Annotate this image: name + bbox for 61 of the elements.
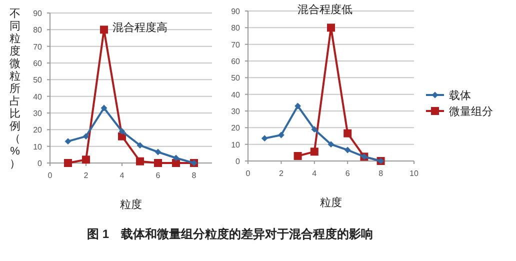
point bbox=[294, 102, 301, 110]
x-tick-label: 2 bbox=[84, 171, 89, 180]
y-tick-label: 20 bbox=[33, 126, 43, 135]
point bbox=[154, 148, 162, 156]
point bbox=[64, 138, 72, 145]
y-tick-label: 20 bbox=[231, 124, 241, 133]
y-tick-label: 80 bbox=[33, 26, 43, 35]
point bbox=[328, 141, 334, 148]
point bbox=[344, 146, 351, 154]
x-tick-label: 4 bbox=[120, 171, 125, 180]
x-tick-label: 0 bbox=[48, 171, 53, 180]
y-tick-label: 10 bbox=[231, 140, 241, 150]
point bbox=[327, 24, 335, 32]
point bbox=[100, 104, 108, 112]
y-tick-label: 40 bbox=[33, 92, 43, 102]
x-tick-label: 6 bbox=[156, 171, 161, 180]
y-tick-label: 80 bbox=[231, 24, 241, 33]
x-axis-title: 粒度 bbox=[120, 198, 142, 211]
point bbox=[311, 126, 318, 133]
point bbox=[100, 26, 108, 34]
point bbox=[294, 152, 302, 160]
x-tick-label: 10 bbox=[410, 169, 419, 178]
point bbox=[310, 148, 318, 156]
y-tick-label: 90 bbox=[231, 7, 241, 16]
y-tick-label: 40 bbox=[231, 90, 241, 100]
caption: 图 1 载体和微量组分粒度的差异对于混合程度的影响 bbox=[86, 227, 374, 241]
point bbox=[82, 156, 90, 164]
point bbox=[136, 142, 144, 149]
point bbox=[344, 129, 352, 138]
y-tick-label: 10 bbox=[33, 142, 43, 152]
y-tick-label: 30 bbox=[33, 109, 43, 118]
x-tick-label: 6 bbox=[345, 169, 350, 178]
point bbox=[82, 133, 90, 140]
legend-label: 载体 bbox=[449, 89, 471, 102]
x-tick-label: 0 bbox=[246, 169, 251, 178]
y-tick-label: 60 bbox=[33, 59, 43, 68]
text: 混合程度高 bbox=[112, 20, 168, 34]
y-tick-label: 0 bbox=[38, 159, 43, 168]
point bbox=[154, 159, 162, 167]
x-tick-label: 4 bbox=[312, 169, 318, 178]
chart-title: 混合程度低 bbox=[298, 2, 352, 16]
y-tick-label: 60 bbox=[231, 57, 241, 66]
y-tick-label: 30 bbox=[231, 107, 241, 116]
text: 不同粒度微粒所占比例（%） bbox=[10, 8, 20, 170]
legend-label: 微量组分 bbox=[449, 106, 493, 118]
point bbox=[278, 132, 284, 138]
x-tick-label: 8 bbox=[378, 169, 384, 178]
y-tick-label: 50 bbox=[231, 74, 241, 83]
point bbox=[172, 154, 180, 162]
x-tick-label: 2 bbox=[278, 169, 284, 178]
y-tick-label: 70 bbox=[231, 40, 241, 50]
y-tick-label: 0 bbox=[236, 157, 241, 166]
point bbox=[136, 157, 144, 166]
point bbox=[261, 135, 268, 142]
x-axis-title: 粒度 bbox=[320, 196, 342, 209]
y-tick-label: 90 bbox=[33, 9, 43, 18]
y-tick-label: 50 bbox=[33, 76, 43, 85]
x-tick-label: 8 bbox=[192, 171, 197, 180]
point bbox=[118, 128, 126, 135]
y-tick-label: 70 bbox=[33, 42, 43, 52]
point bbox=[64, 159, 72, 167]
